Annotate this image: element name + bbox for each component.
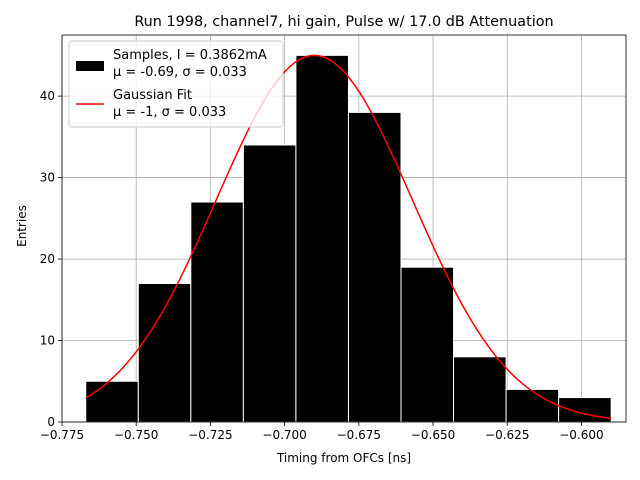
x-tick-label: −0.775 [40, 428, 84, 442]
y-tick-label: 0 [47, 415, 55, 429]
x-tick-label: −0.600 [559, 428, 603, 442]
gaussian-fit-line [85, 54, 612, 420]
y-tick-label: 30 [40, 171, 55, 185]
x-tick-label: −0.700 [262, 428, 306, 442]
legend-fit-stats: μ = -1, σ = 0.033 [113, 105, 226, 120]
legend-samples-swatch [76, 61, 104, 71]
histogram-bar [137, 282, 192, 423]
y-axis-label: Entries [15, 205, 29, 247]
histogram-bar [453, 356, 507, 423]
chart-title: Run 1998, channel7, hi gain, Pulse w/ 17… [134, 14, 553, 30]
legend-samples-stats: μ = -0.69, σ = 0.033 [113, 65, 247, 80]
histogram-bar [242, 144, 297, 423]
x-axis-label: Timing from OFCs [ns] [276, 451, 411, 465]
legend: Samples, I = 0.3862mA μ = -0.69, σ = 0.0… [68, 40, 284, 128]
x-tick-label: −0.675 [337, 428, 381, 442]
legend-box [68, 40, 284, 128]
histogram-bar [190, 201, 244, 423]
y-axis-ticks: 0 10 20 30 40 [40, 89, 62, 429]
histogram-bar [400, 266, 455, 423]
x-tick-label: −0.650 [411, 428, 455, 442]
x-tick-label: −0.725 [188, 428, 232, 442]
axes-frame [61, 34, 627, 423]
x-tick-label: −0.625 [485, 428, 529, 442]
legend-samples-label: Samples, I = 0.3862mA [113, 48, 267, 63]
histogram-bar [347, 111, 402, 423]
x-tick-label: −0.750 [114, 428, 158, 442]
histogram-bar [295, 54, 349, 423]
histogram-bar [505, 388, 560, 423]
histogram-bar [85, 380, 139, 423]
legend-fit-label: Gaussian Fit [113, 88, 192, 103]
y-tick-label: 40 [40, 89, 55, 103]
histogram-bar [558, 397, 612, 423]
x-axis-ticks: −0.775 −0.750 −0.725 −0.700 −0.675 −0.650 −0.6… [40, 422, 604, 442]
y-tick-label: 10 [40, 334, 55, 348]
y-tick-label: 20 [40, 252, 55, 266]
